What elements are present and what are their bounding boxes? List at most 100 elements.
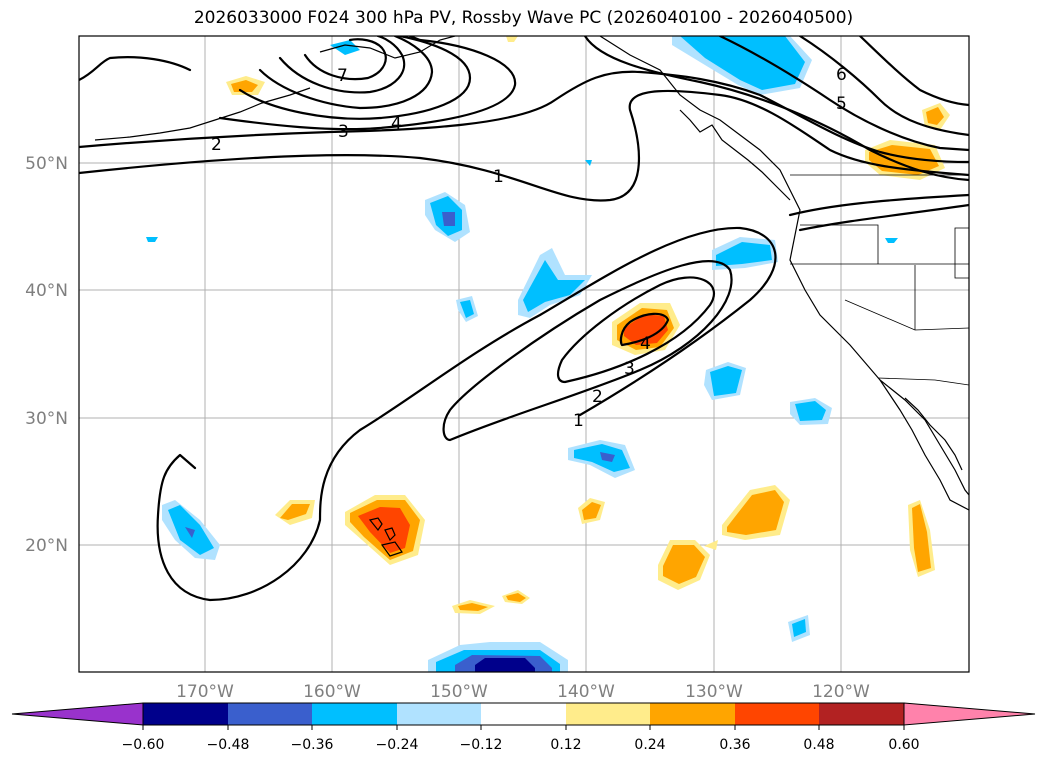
contour-2-tongue [442,260,733,442]
colorbar-tick-label: −0.12 [460,737,503,753]
shade-positive-tiny [704,540,718,550]
colorbar-tick-label: 0.36 [719,737,750,753]
shade-negative-tiny1 [146,237,158,242]
aleutian-islands [94,87,311,141]
shade-negative-tiny3 [885,238,898,243]
contour-3-north [218,36,517,131]
pc-shading [146,36,950,672]
shade-positive-tiny-top [506,36,518,42]
colorbar-bin-2 [228,703,312,725]
colorbar-tick-label: −0.48 [207,737,250,753]
contour-labels: 1 2 3 4 5 6 7 1 2 3 4 [211,65,847,431]
colorbar-bin-9 [819,703,904,725]
shade-negative-aleutian [330,40,360,55]
shade-negative-east1-core [710,366,742,396]
shade-negative-top-center-core [680,36,805,90]
contour-ne-1 [583,36,969,182]
mexico-border [877,377,969,386]
contour-6-north [278,36,406,94]
lat-label-50n: 50°N [25,154,68,174]
contour-1-tongue [156,226,777,602]
shade-positive-ne2-core [926,107,944,125]
latitude-labels: 50°N 40°N 30°N 20°N [25,154,68,556]
lon-label-170w: 170°W [176,682,234,702]
bc-islands [679,109,791,201]
baja-coast [879,379,969,511]
contour-label-4-north: 4 [391,114,402,134]
contour-5-north [258,36,434,110]
shade-positive-south2-core [727,490,784,535]
lon-label-160w: 160°W [303,682,361,702]
colorbar-bin-1 [143,703,228,725]
contour-label-4-tongue: 4 [640,334,651,354]
shade-positive-nw-core [231,80,258,92]
colorbar-bin-6 [566,703,650,725]
map-frame [78,35,970,673]
colorbar-bin-8 [735,703,819,725]
shade-positive-coast-core [912,504,931,572]
colorbar-frame [142,702,905,726]
shade-negative-south-inner [475,658,535,672]
contour-coast-1 [788,193,969,217]
colorbar-tick-label: −0.60 [122,737,165,753]
shade-positive-small-mid-core [582,502,601,520]
contour-label-1-north: 1 [493,167,504,187]
colorbar-bin-5 [481,703,566,725]
colorbar-bin-4 [397,703,481,725]
lon-label-140w: 140°W [557,682,615,702]
colorbar-tick-label: 0.48 [803,737,834,753]
shade-negative-north-mid-inner [442,212,455,226]
map-title: 2026033000 F024 300 hPa PV, Rossby Wave … [193,8,854,28]
lon-label-150w: 150°W [430,682,488,702]
shade-negative-tiny2 [585,160,592,166]
colorbar-ticks [142,725,905,730]
contour-ne-3 [798,36,969,137]
colorbar-bin-7 [650,703,735,725]
contour-label-5-north: 5 [836,94,847,114]
colorbar-tick-label: 0.12 [550,737,581,753]
contour-label-3-tongue: 3 [624,359,635,379]
colorbar-tick-label: −0.36 [291,737,334,753]
shade-negative-small2-core [792,619,806,637]
shade-negative-hawaii-west-inner [185,527,195,538]
colorbar-tick-label: 0.60 [888,737,919,753]
lat-label-20n: 20°N [25,536,68,556]
colorbar-tick-label: −0.24 [376,737,419,753]
contour-ne-2 [718,36,969,152]
north-america-coast [599,36,969,496]
longitude-labels: 170°W 160°W 150°W 140°W 130°W 120°W [176,682,870,702]
colorbar-extend-low [11,702,144,726]
lat-label-40n: 40°N [25,281,68,301]
shade-negative-east2-core [795,401,826,421]
colorbar: −0.60 −0.48 −0.36 −0.24 −0.12 0.12 0.24 … [11,702,1036,753]
state-border-id [954,227,969,279]
map-panel: 1 2 3 4 5 6 7 1 2 3 4 [79,36,969,672]
contour-label-7-north: 7 [337,66,348,86]
colorbar-tick-label: 0.24 [634,737,665,753]
contour-label-1-tongue: 1 [573,411,584,431]
hawaii-islands [368,517,403,557]
contour-label-2-tongue: 2 [592,387,603,407]
colorbar-bin-3 [312,703,397,725]
shade-negative-small1-core [460,300,474,318]
contour-coast-2 [798,203,969,232]
contour-label-6-north: 6 [836,65,847,85]
colorbar-extend-high [903,702,1036,726]
contour-3-tongue [556,276,716,384]
gulf-california-coast [904,397,963,471]
contour-7-north [303,38,387,81]
contour-4-tongue [619,312,670,347]
contour-4-north [238,36,472,120]
alaska-coast [319,36,456,59]
shade-positive-south1-core [663,545,705,584]
contour-label-2-north: 2 [211,135,222,155]
contour-label-3-north: 3 [338,122,349,142]
lon-label-120w: 120°W [812,682,870,702]
pv-contours [79,36,969,602]
contour-1-main [79,89,969,202]
shade-negative-central-core [523,260,585,312]
lat-label-30n: 30°N [25,409,68,429]
contour-nw-left [79,56,192,82]
shade-negative-subtrop-inner [600,452,615,462]
